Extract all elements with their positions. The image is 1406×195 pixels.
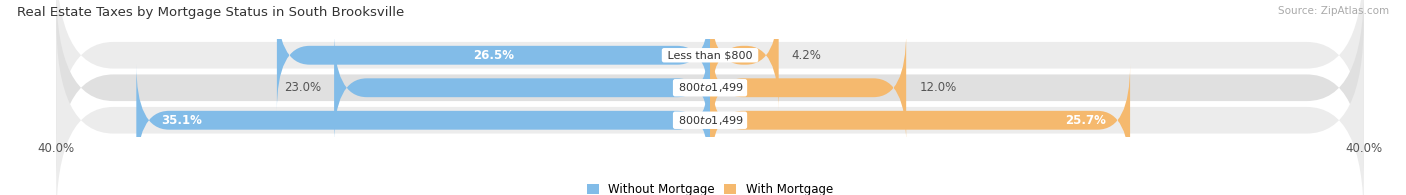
FancyBboxPatch shape — [710, 65, 1130, 176]
FancyBboxPatch shape — [710, 0, 779, 111]
Legend: Without Mortgage, With Mortgage: Without Mortgage, With Mortgage — [582, 178, 838, 195]
Text: 26.5%: 26.5% — [472, 49, 515, 62]
Text: Less than $800: Less than $800 — [664, 50, 756, 60]
FancyBboxPatch shape — [56, 20, 1364, 195]
FancyBboxPatch shape — [56, 0, 1364, 156]
Text: Source: ZipAtlas.com: Source: ZipAtlas.com — [1278, 6, 1389, 16]
Text: 12.0%: 12.0% — [920, 81, 956, 94]
Text: Real Estate Taxes by Mortgage Status in South Brooksville: Real Estate Taxes by Mortgage Status in … — [17, 6, 404, 19]
Text: 35.1%: 35.1% — [160, 114, 201, 127]
Text: $800 to $1,499: $800 to $1,499 — [675, 114, 745, 127]
FancyBboxPatch shape — [335, 32, 710, 143]
FancyBboxPatch shape — [710, 32, 905, 143]
FancyBboxPatch shape — [56, 0, 1364, 188]
FancyBboxPatch shape — [136, 65, 710, 176]
Text: 25.7%: 25.7% — [1064, 114, 1105, 127]
Text: 4.2%: 4.2% — [792, 49, 821, 62]
Text: 23.0%: 23.0% — [284, 81, 321, 94]
Text: $800 to $1,499: $800 to $1,499 — [675, 81, 745, 94]
FancyBboxPatch shape — [277, 0, 710, 111]
